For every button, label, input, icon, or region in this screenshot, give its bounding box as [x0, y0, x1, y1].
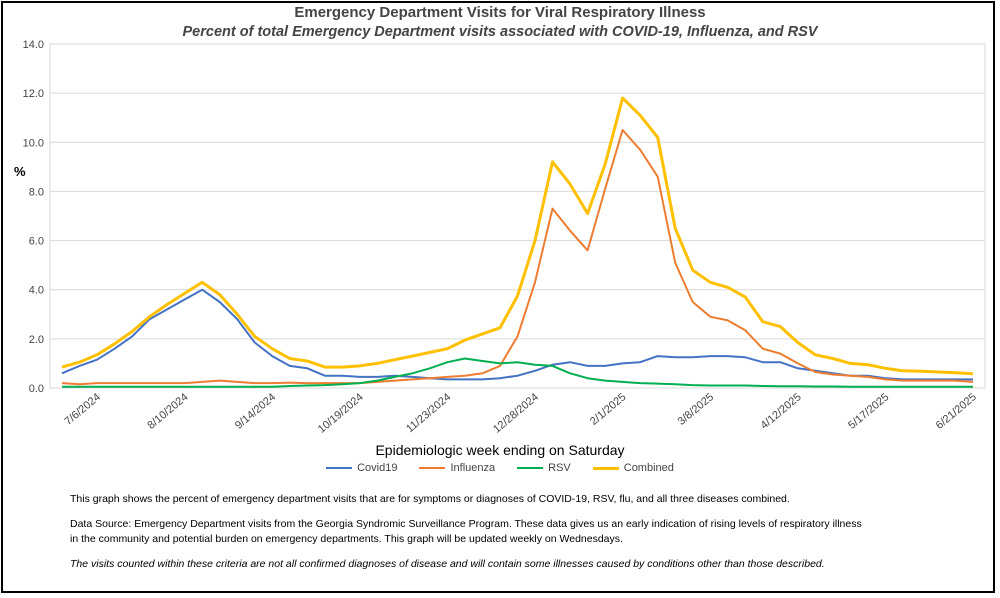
y-tick-label: 2.0 [29, 334, 44, 346]
chart-notes: This graph shows the percent of emergenc… [70, 492, 950, 582]
y-tick-label: 0.0 [29, 383, 44, 395]
x-tick-label: 3/8/2025 [676, 391, 717, 428]
gridlines [49, 43, 986, 389]
y-axis-ticks: 0.0 2.0 4.0 6.0 8.0 10.0 12.0 14.0 [23, 39, 44, 395]
x-tick-label: 7/6/2024 [62, 391, 103, 428]
x-tick-label: 12/28/2024 [491, 391, 541, 436]
legend-swatch-influenza [419, 467, 446, 469]
y-tick-label: 10.0 [23, 137, 44, 149]
legend-label-influenza: Influenza [450, 462, 496, 474]
y-tick-label: 8.0 [29, 186, 44, 198]
legend-swatch-combined [592, 466, 619, 470]
note-disclaimer: The visits counted within these criteria… [70, 558, 825, 570]
y-axis-label: % [14, 164, 26, 179]
chart-subtitle: Percent of total Emergency Department vi… [182, 24, 818, 40]
legend-label-rsv: RSV [548, 462, 571, 474]
legend: Covid19 Influenza RSV Combined [0, 462, 1000, 474]
y-tick-label: 12.0 [23, 88, 44, 100]
chart-title: Emergency Department Visits for Viral Re… [294, 4, 706, 21]
series-line-combined [61, 96, 974, 376]
legend-item-covid19: Covid19 [326, 462, 397, 474]
x-tick-label: 9/14/2024 [233, 391, 278, 432]
x-tick-label: 4/12/2025 [759, 391, 804, 432]
note-description: This graph shows the percent of emergenc… [70, 493, 790, 505]
y-tick-label: 4.0 [29, 285, 44, 297]
x-tick-label: 10/19/2024 [316, 391, 366, 436]
x-axis-label: Epidemiologic week ending on Saturday [375, 442, 625, 458]
legend-label-combined: Combined [623, 462, 674, 474]
legend-swatch-rsv [517, 467, 544, 469]
note-data-source-line1: Data Source: Emergency Department visits… [70, 518, 862, 530]
legend-item-rsv: RSV [517, 462, 571, 474]
legend-item-combined: Combined [592, 462, 674, 474]
series-lines [61, 96, 974, 388]
y-tick-label: 14.0 [23, 39, 44, 51]
series-line-influenza [61, 129, 974, 386]
legend-swatch-covid19 [326, 467, 353, 469]
x-axis-ticks: 7/6/2024 8/10/2024 9/14/2024 10/19/2024 11/2… [62, 391, 978, 436]
y-tick-label: 6.0 [29, 236, 44, 248]
x-tick-label: 11/23/2024 [404, 391, 453, 435]
series-line-covid19 [61, 288, 973, 381]
legend-item-influenza: Influenza [419, 462, 495, 474]
series-line-rsv [62, 357, 973, 388]
note-data-source: Data Source: Emergency Department visits… [70, 517, 950, 547]
plot-area-border [49, 43, 986, 389]
legend-label-covid19: Covid19 [357, 462, 398, 474]
note-data-source-line2: in the community and potential burden on… [70, 533, 623, 545]
x-tick-label: 5/17/2025 [846, 391, 891, 432]
x-tick-label: 6/21/2025 [934, 391, 979, 432]
x-tick-label: 2/1/2025 [588, 391, 629, 428]
x-tick-label: 8/10/2024 [145, 391, 190, 432]
